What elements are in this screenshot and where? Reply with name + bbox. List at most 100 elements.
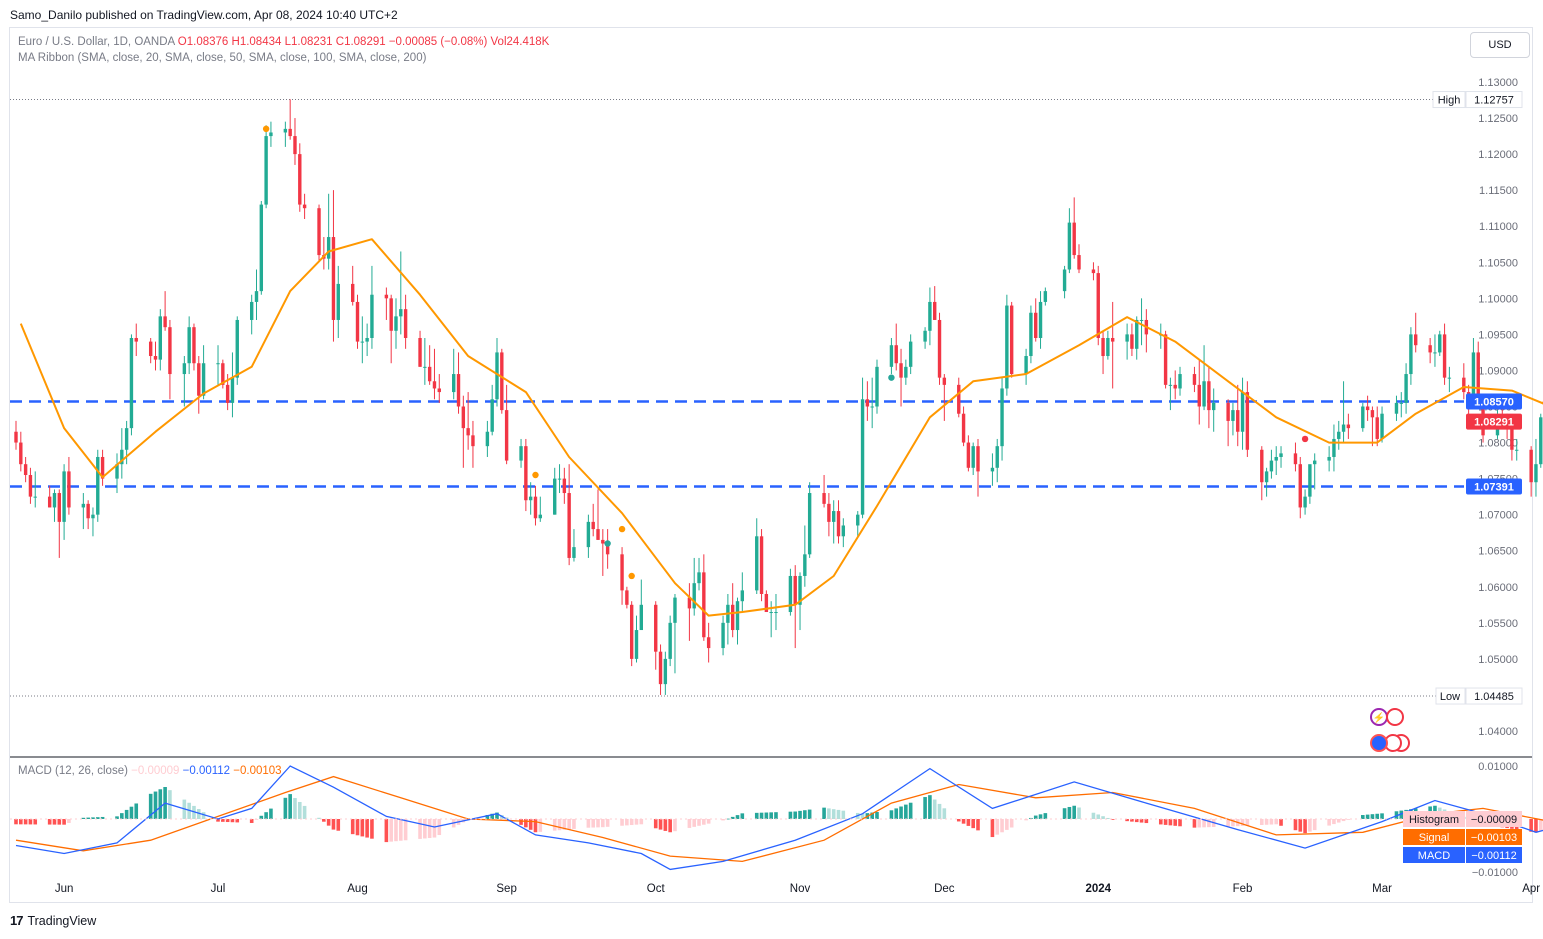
histogram-bar (995, 819, 1000, 835)
histogram-bar (932, 799, 937, 819)
histogram-bar (730, 816, 735, 819)
histogram-bar (1380, 813, 1384, 819)
candle-body (908, 341, 913, 367)
candle-body (19, 442, 23, 465)
histogram-bar (1158, 819, 1163, 825)
candle-body (1471, 352, 1476, 396)
ma-ribbon-legend[interactable]: MA Ribbon (SMA, close, 20, SMA, close, 5… (18, 52, 427, 64)
candle-body (933, 301, 937, 320)
macd-legend-macd: −0.00112 (182, 765, 231, 777)
histogram-bar (788, 811, 793, 819)
histogram-bar (57, 819, 62, 825)
histogram-bar (485, 814, 490, 819)
candle-body (591, 521, 595, 530)
candle-body (697, 572, 701, 584)
candle-body (28, 475, 33, 497)
histogram-bar (754, 812, 759, 819)
histogram-label-title-box (1403, 811, 1465, 827)
candle-body (115, 464, 119, 479)
candle-body (331, 237, 336, 320)
candle-body (283, 128, 288, 133)
macd-label-title-box (1403, 847, 1465, 863)
candle-body (928, 301, 932, 331)
candle-body (976, 446, 980, 472)
histogram-bar (62, 819, 66, 825)
histogram-bar (1279, 819, 1283, 826)
histogram-bar (91, 817, 95, 819)
candle-body (1365, 406, 1370, 411)
histogram-bar (288, 794, 292, 819)
candle-body (1178, 374, 1182, 389)
histogram-bar (629, 819, 634, 826)
histogram-bar (134, 803, 139, 819)
histogram-bar (129, 806, 134, 819)
candle-body (336, 283, 340, 320)
candle-body (596, 529, 600, 540)
histogram-bar (740, 813, 745, 819)
histogram-bar (302, 805, 307, 819)
candle-body (769, 612, 773, 614)
candle-body (259, 204, 264, 292)
support-price-label-box (1466, 478, 1522, 495)
histogram-bar (1009, 819, 1014, 828)
time-tick-label: Sep (496, 883, 516, 895)
histogram-bar (326, 819, 331, 826)
candle-body (807, 493, 812, 555)
candle-body (990, 467, 995, 472)
candle-body (504, 410, 509, 461)
candle-body (269, 132, 273, 137)
histogram-bar (490, 813, 494, 819)
candle-body (1476, 352, 1480, 400)
candle-body (1529, 449, 1533, 483)
histogram-bar (1125, 819, 1129, 822)
histogram-bar (1327, 819, 1331, 826)
candle-body (91, 514, 95, 519)
histogram-bar (1067, 806, 1072, 819)
candle-body (870, 406, 874, 408)
candle-body (163, 316, 167, 328)
histogram-bar (269, 808, 273, 819)
candle-body (1240, 392, 1245, 432)
legend-change: −0.00085 (−0.08%) (388, 36, 488, 48)
macd-legend[interactable]: MACD (12, 26, close) −0.00009 −0.00112 −… (18, 765, 282, 777)
histogram-bar (1005, 819, 1009, 830)
candle-body (1226, 402, 1230, 421)
histogram-bar (1365, 814, 1370, 819)
candle-body (1534, 464, 1538, 483)
histogram-bar (557, 819, 562, 831)
candle-body (1101, 337, 1105, 357)
currency-button[interactable]: USD (1470, 32, 1530, 58)
candle-body (326, 237, 331, 259)
histogram-bar (19, 819, 23, 825)
candle-body (836, 511, 841, 537)
candle-body (1038, 301, 1043, 338)
candle-body (524, 446, 528, 501)
price-tick-label: 1.04000 (1478, 726, 1518, 738)
histogram-bar (860, 813, 865, 819)
candle-body (235, 319, 239, 378)
candle-body (1308, 464, 1312, 497)
candle-body (567, 493, 571, 558)
high-value: 1.12757 (1474, 95, 1514, 107)
candle-body (620, 554, 624, 591)
candle-body (67, 471, 71, 508)
legend-volume: Vol24.418K (490, 36, 550, 48)
symbol-name: Euro / U.S. Dollar, 1D, OANDA (18, 36, 175, 48)
histogram-bar (1038, 814, 1043, 819)
macd-legend-signal: −0.00103 (233, 765, 282, 777)
candle-body (1442, 334, 1447, 378)
histogram-bar (1346, 819, 1351, 820)
histogram-bar (1163, 819, 1168, 825)
main-legend[interactable]: Euro / U.S. Dollar, 1D, OANDA O1.08376 H… (18, 36, 549, 48)
histogram-bar (297, 801, 302, 819)
histogram-bar (1534, 819, 1538, 833)
candle-body (562, 478, 567, 494)
histogram-bar (52, 819, 57, 825)
candle-body (1168, 384, 1173, 386)
histogram-bar (437, 819, 442, 836)
candle-body (403, 309, 408, 338)
histogram-bar (1538, 819, 1543, 831)
signal-dot (532, 471, 539, 479)
candle-body (100, 456, 105, 479)
